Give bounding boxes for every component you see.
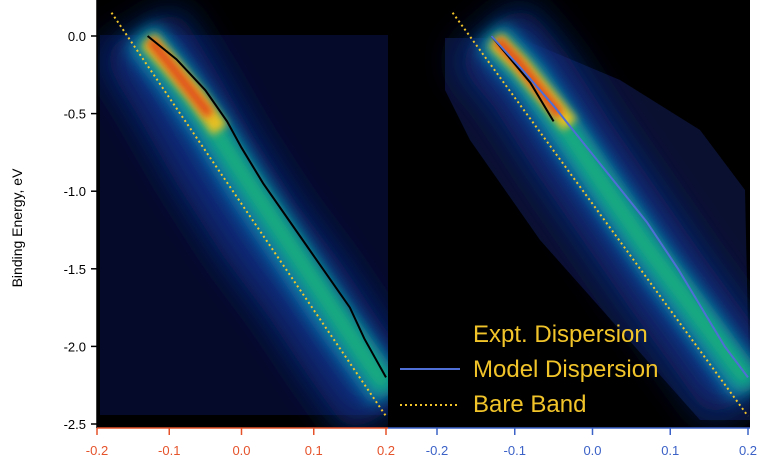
right-bare-band-line	[451, 12, 749, 417]
left-bare-band-line	[110, 12, 387, 417]
axis-ticks: 0.0-0.5-1.0-1.5-2.0-2.5-0.2 -0.1 0.0 0.1 0.2…	[64, 29, 757, 458]
left-x-tick-label: 0.1	[305, 443, 323, 458]
y-tick-label: -1.0	[64, 184, 86, 199]
data-lines	[110, 12, 749, 417]
right-x-tick-label: -0.2	[426, 443, 448, 458]
left-x-tick-label: 0.2	[377, 443, 395, 458]
right-x-tick-label: 0.1	[661, 443, 679, 458]
y-axis-label: Binding Energy, eV	[9, 168, 25, 287]
left-x-tick-label: -0.1	[158, 443, 180, 458]
y-tick-label: -2.0	[64, 339, 86, 354]
y-tick-label: 0.0	[68, 29, 86, 44]
left-x-tick-label: 0.0	[232, 443, 250, 458]
left-panel-heatmap	[99, 6, 388, 428]
y-tick-label: -0.5	[64, 107, 86, 122]
right-x-tick-label: 0.0	[583, 443, 601, 458]
right-model-dispersion-line	[490, 35, 749, 379]
left-dispersion-line	[146, 35, 387, 378]
legend-expt-label: Expt. Dispersion	[473, 321, 648, 348]
legend-bare-label: Bare Band	[473, 391, 586, 418]
y-tick-label: -2.5	[64, 417, 86, 432]
legend-model-label: Model Dispersion	[473, 356, 658, 383]
right-x-tick-label: 0.2	[739, 443, 757, 458]
right-x-tick-label: -0.1	[504, 443, 526, 458]
legend: Expt. Dispersion Model Dispersion Bare B…	[400, 321, 658, 418]
left-x-tick-label: -0.2	[86, 443, 108, 458]
y-tick-label: -1.5	[64, 262, 86, 277]
